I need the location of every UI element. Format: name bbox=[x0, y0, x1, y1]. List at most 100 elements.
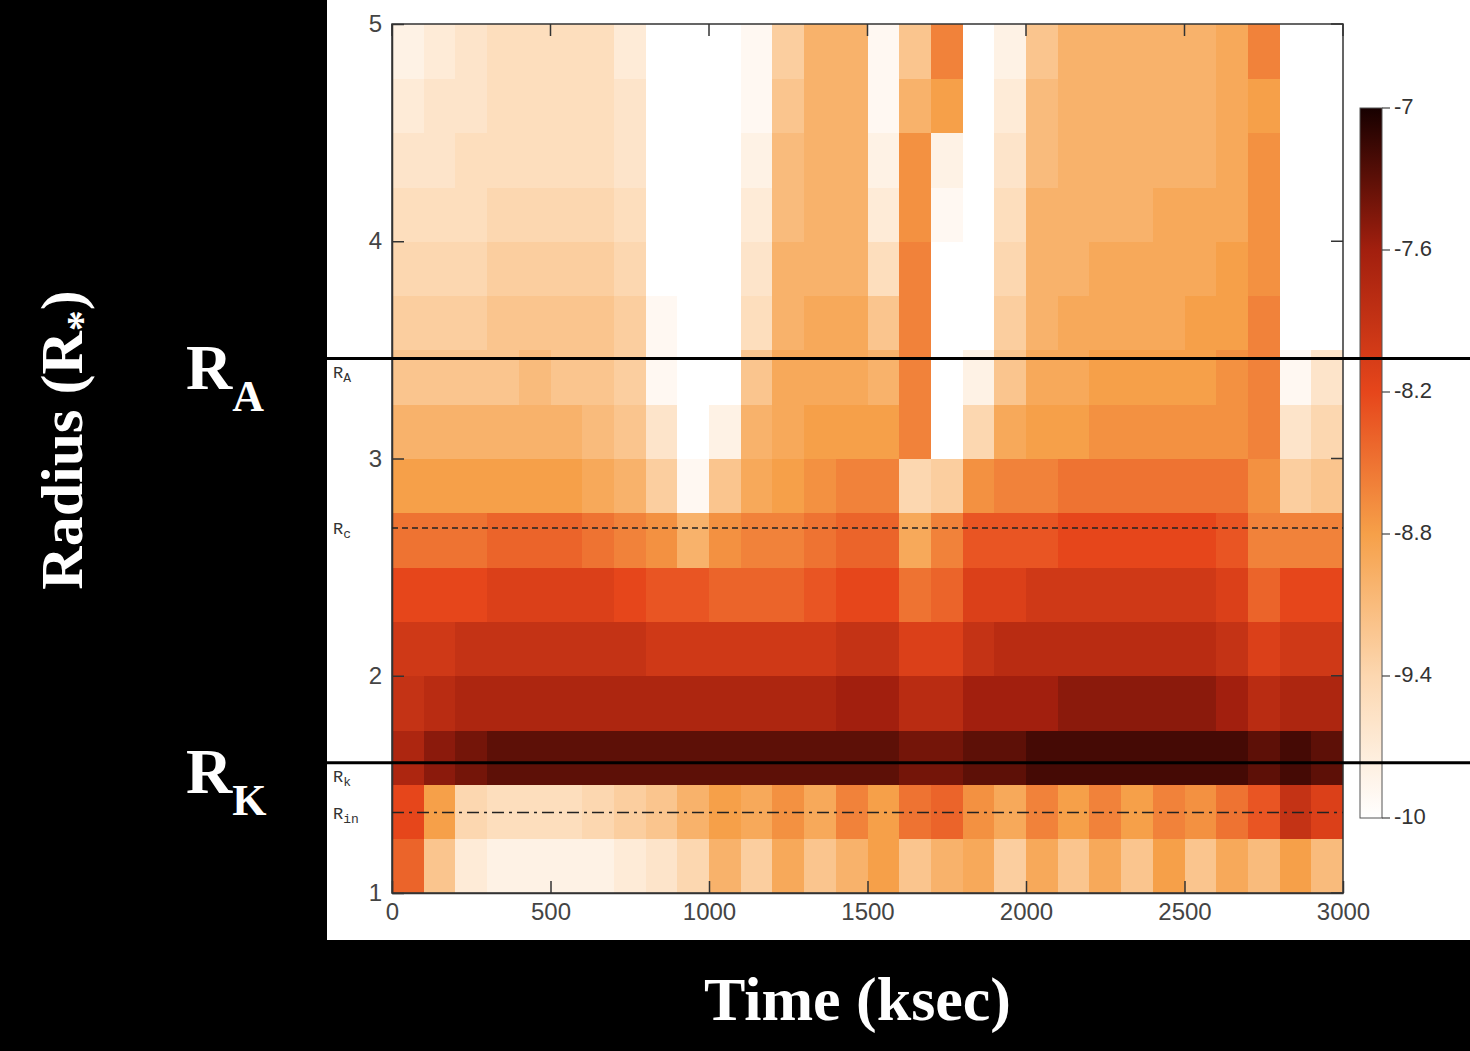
reference-line bbox=[392, 527, 1343, 529]
heatmap-cell bbox=[1121, 839, 1153, 893]
heatmap-cell bbox=[994, 78, 1026, 133]
heatmap-cell bbox=[741, 187, 773, 242]
heatmap-cell bbox=[931, 621, 963, 676]
heatmap-cell bbox=[551, 133, 583, 188]
heatmap-cell bbox=[741, 513, 773, 568]
tick-mark bbox=[1331, 675, 1343, 677]
heatmap-cell bbox=[551, 404, 583, 459]
heatmap-cell bbox=[931, 513, 963, 568]
heatmap-cell bbox=[646, 133, 678, 188]
heatmap-cell bbox=[899, 24, 931, 79]
heatmap-cell bbox=[487, 133, 519, 188]
heatmap-cell bbox=[741, 784, 773, 839]
heatmap-cell bbox=[1089, 513, 1121, 568]
heatmap-cell bbox=[963, 78, 995, 133]
heatmap-cell bbox=[836, 404, 868, 459]
heatmap-cell bbox=[519, 24, 551, 79]
heatmap-cell bbox=[646, 513, 678, 568]
heatmap-cell bbox=[487, 513, 519, 568]
heatmap-cell bbox=[551, 839, 583, 893]
heatmap-cell bbox=[868, 513, 900, 568]
heatmap-cell bbox=[1153, 676, 1185, 731]
heatmap-cell bbox=[709, 187, 741, 242]
heatmap-cell bbox=[392, 241, 424, 296]
heatmap-cell bbox=[836, 784, 868, 839]
heatmap-cell bbox=[582, 133, 614, 188]
heatmap-cell bbox=[931, 78, 963, 133]
heatmap-cell bbox=[772, 241, 804, 296]
tick-mark bbox=[1026, 881, 1028, 893]
tick-mark bbox=[550, 24, 552, 36]
heatmap-cell bbox=[804, 621, 836, 676]
heatmap-cell bbox=[709, 78, 741, 133]
heatmap-cell bbox=[677, 621, 709, 676]
heatmap-cell bbox=[487, 676, 519, 731]
tick-label: 1500 bbox=[841, 898, 894, 925]
heatmap-cell bbox=[804, 133, 836, 188]
heatmap-cell bbox=[772, 784, 804, 839]
heatmap-cell bbox=[424, 78, 456, 133]
heatmap-cell bbox=[1185, 78, 1217, 133]
heatmap-cell bbox=[424, 513, 456, 568]
colorbar-ticks: -7-7.6-8.2-8.8-9.4-10 bbox=[1382, 94, 1432, 829]
heatmap-cell bbox=[963, 839, 995, 893]
reference-label-main: R bbox=[333, 805, 343, 824]
tick: 4 bbox=[369, 227, 404, 254]
heatmap-cell bbox=[1248, 187, 1280, 242]
heatmap-cell bbox=[1280, 730, 1312, 785]
heatmap-cell bbox=[868, 730, 900, 785]
heatmap-cell bbox=[1121, 784, 1153, 839]
heatmap-cell bbox=[931, 187, 963, 242]
heatmap-cell bbox=[1058, 404, 1090, 459]
heatmap-cell bbox=[1089, 24, 1121, 79]
tick-mark bbox=[1331, 241, 1343, 243]
tick: 1 bbox=[369, 879, 404, 906]
heatmap-cell bbox=[1185, 676, 1217, 731]
tick-mark bbox=[709, 881, 711, 893]
tick-label: 1 bbox=[369, 879, 382, 906]
heatmap-cell bbox=[487, 187, 519, 242]
heatmap-cell bbox=[899, 676, 931, 731]
reference-outer-main: R bbox=[186, 332, 233, 403]
reference-label-sub: in bbox=[343, 812, 359, 827]
tick-label: 0 bbox=[386, 898, 399, 925]
heatmap-cell bbox=[963, 784, 995, 839]
heatmap-cell bbox=[519, 404, 551, 459]
heatmap-cell bbox=[1153, 567, 1185, 622]
reference-outer-main: R bbox=[186, 736, 233, 807]
heatmap-cell bbox=[392, 187, 424, 242]
heatmap-cell bbox=[1280, 784, 1312, 839]
heatmap-cell bbox=[582, 459, 614, 514]
heatmap-cell bbox=[1058, 133, 1090, 188]
heatmap-cell bbox=[1311, 459, 1343, 514]
heatmap-cell bbox=[1311, 839, 1343, 893]
colorbar-tick bbox=[1382, 249, 1390, 250]
heatmap-cell bbox=[424, 839, 456, 893]
reference-outer-sub: A bbox=[232, 372, 264, 421]
heatmap-cell bbox=[614, 78, 646, 133]
heatmap-cell bbox=[931, 404, 963, 459]
heatmap-cell bbox=[899, 296, 931, 351]
heatmap-cell bbox=[1026, 567, 1058, 622]
heatmap-cell bbox=[1121, 133, 1153, 188]
heatmap-cell bbox=[424, 404, 456, 459]
heatmap-cell bbox=[1185, 784, 1217, 839]
heatmap-cell bbox=[646, 621, 678, 676]
heatmap-cell bbox=[582, 78, 614, 133]
heatmap-cell bbox=[1121, 187, 1153, 242]
heatmap-cell bbox=[1280, 296, 1312, 351]
heatmap-cell bbox=[1216, 187, 1248, 242]
heatmap-cell bbox=[772, 621, 804, 676]
heatmap-cell bbox=[1185, 839, 1217, 893]
heatmap-cell bbox=[836, 676, 868, 731]
heatmap-cell bbox=[392, 459, 424, 514]
reference-label-sub: c bbox=[343, 527, 351, 542]
heatmap-cell bbox=[804, 24, 836, 79]
heatmap-cell bbox=[1153, 459, 1185, 514]
heatmap-cell bbox=[1311, 187, 1343, 242]
heatmap-cell bbox=[931, 133, 963, 188]
tick-mark bbox=[391, 24, 393, 36]
heatmap-cell bbox=[709, 513, 741, 568]
tick-mark bbox=[392, 676, 404, 678]
tick-label: 2 bbox=[369, 662, 382, 689]
